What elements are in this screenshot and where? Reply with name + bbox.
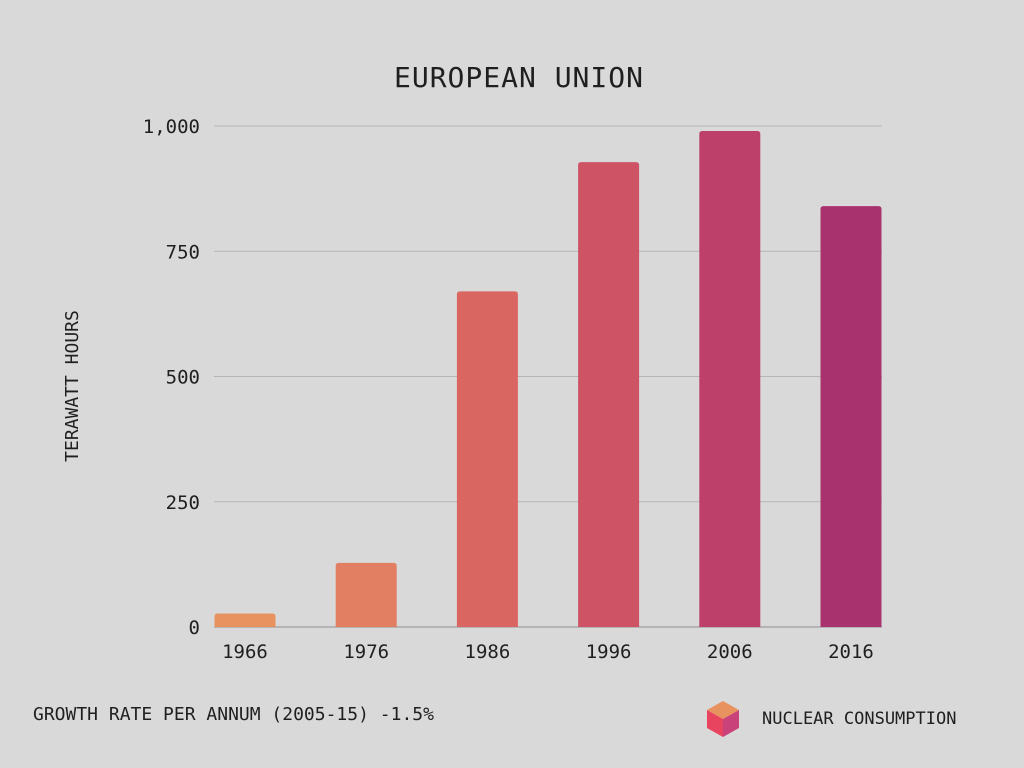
y-tick-label: 1,000 [143,116,200,138]
growth-rate-note: GROWTH RATE PER ANNUM (2005-15) -1.5% [33,704,434,725]
bar-2006 [699,131,761,627]
legend-label: NUCLEAR CONSUMPTION [762,709,957,729]
grid-lines [214,125,882,628]
y-axis-ticks: 0 250 500 750 1,000 [143,116,200,639]
x-tick-label: 2016 [828,641,874,663]
chart-title: EUROPEAN UNION [394,61,644,94]
x-tick-label: 2006 [707,641,753,663]
y-tick-label: 500 [166,367,200,389]
bar-1966 [214,613,276,627]
bar-1996 [578,162,640,627]
x-tick-label: 1986 [465,641,511,663]
y-tick-label: 250 [166,492,200,514]
cube-icon [707,701,739,737]
bar-1986 [456,291,518,627]
y-tick-label: 750 [166,241,200,263]
y-tick-label: 0 [189,617,200,639]
y-axis-title: TERAWATT HOURS [62,310,83,462]
cube-left-face [707,710,723,737]
x-tick-label: 1976 [343,641,389,663]
cube-right-face [723,710,739,737]
x-tick-label: 1996 [586,641,632,663]
bar-2016 [820,206,882,627]
x-axis-ticks: 1966 1976 1986 1996 2006 2016 [222,641,874,663]
bar-1976 [335,562,397,627]
x-tick-label: 1966 [222,641,268,663]
legend: NUCLEAR CONSUMPTION [706,700,956,738]
bars [214,131,882,627]
